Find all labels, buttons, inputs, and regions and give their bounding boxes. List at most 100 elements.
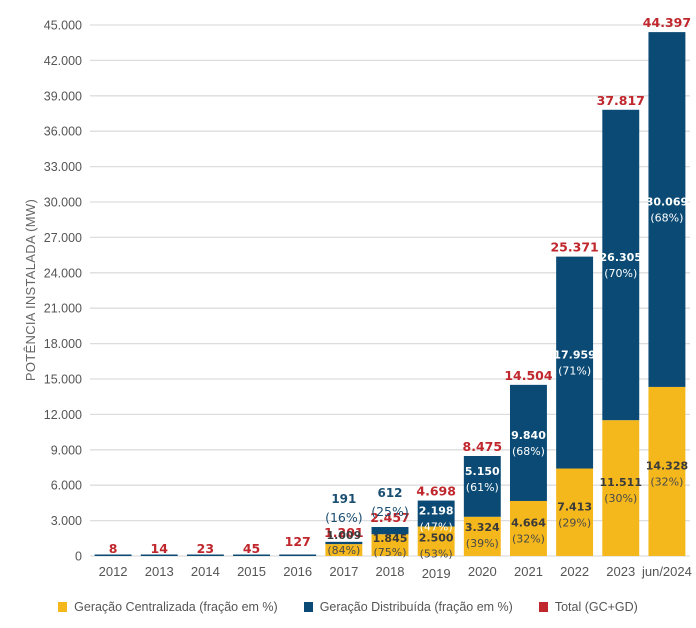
bar-segment-gd: [233, 554, 270, 556]
gd-pct-label: (68%): [650, 212, 683, 225]
total-label: 1.201: [324, 525, 364, 540]
gc-pct-label: (30%): [604, 492, 637, 505]
total-label: 37.817: [597, 93, 645, 108]
bar-segment-gc: [556, 468, 594, 556]
x-tick-label: jun/2024: [641, 564, 692, 579]
total-label: 45: [243, 541, 260, 556]
bar-segment-gd: [94, 554, 132, 556]
gd-pct-label: (70%): [604, 267, 637, 280]
y-tick-label: 33.000: [44, 160, 82, 174]
gd-value-label: 17.959: [553, 349, 595, 362]
bar-segment-gd: [602, 109, 640, 421]
total-label: 14.504: [504, 368, 553, 383]
bar-segment-gd: [371, 527, 409, 535]
y-tick-label: 21.000: [44, 302, 82, 316]
gd-value-label: 26.305: [600, 251, 642, 264]
gd-pct-label: (25%): [371, 504, 409, 519]
bar-segment-gd: [556, 256, 594, 469]
gc-value-label: 1.009: [326, 529, 361, 542]
y-tick-label: 24.000: [44, 266, 82, 280]
bar-segment-gd: [325, 541, 363, 545]
x-tick-label: 2023: [606, 564, 635, 579]
x-axis-ticks: 2012 2013 2014 2015 2016 2017 2018 2019 2020 2021…: [99, 564, 692, 581]
bar-segment-gc: [510, 500, 547, 556]
bar-segment-gd: [279, 554, 317, 556]
x-tick-label: 2022: [560, 564, 589, 579]
y-axis-ticks: 0 3.000 6.000 9.000 12.000 15.000 18.000 21.000…: [44, 19, 82, 564]
gc-pct-label: (53%): [420, 548, 453, 561]
total-label: 8: [109, 541, 118, 556]
legend-item-gd: Geração Distribuída (fração em %): [303, 600, 513, 614]
legend-label-gc: Geração Centralizada (fração em %): [74, 600, 278, 614]
legend-swatch-gd: [303, 602, 313, 612]
x-tick-label: 2020: [468, 564, 497, 579]
gc-value-label: 11.511: [600, 476, 642, 489]
y-tick-label: 18.000: [44, 337, 82, 351]
legend-item-total: Total (GC+GD): [538, 600, 638, 614]
legend: Geração Centralizada (fração em %) Geraç…: [0, 600, 696, 614]
bar-segment-gd: [186, 554, 224, 556]
x-tick-label: 2021: [514, 564, 543, 579]
bar-segment-gd: [648, 32, 686, 387]
bar-segment-gc: [371, 534, 409, 556]
y-tick-label: 30.000: [44, 196, 82, 210]
gd-value-label: 612: [377, 486, 402, 500]
bar-segment-gd: [510, 384, 547, 501]
gridlines: [90, 24, 690, 557]
gc-value-label: 3.324: [465, 521, 500, 534]
total-label: 25.371: [550, 240, 598, 255]
x-tick-label: 2017: [329, 564, 358, 579]
y-tick-label: 0: [75, 550, 82, 564]
gd-value-label: 30.069: [646, 196, 688, 209]
total-label: 127: [285, 534, 311, 549]
gc-value-label: 7.413: [557, 500, 592, 513]
gd-pct-label: (47%): [420, 521, 453, 534]
bars: [94, 32, 686, 556]
gd-pct-label: (16%): [325, 510, 363, 525]
stacked-bar-chart: 0 3.000 6.000 9.000 12.000 15.000 18.000 21.000…: [23, 15, 692, 581]
x-tick-label: 2016: [283, 564, 312, 579]
x-tick-label: 2014: [191, 564, 220, 579]
legend-item-gc: Geração Centralizada (fração em %): [58, 600, 278, 614]
y-tick-label: 6.000: [51, 479, 82, 493]
y-tick-label: 45.000: [44, 19, 82, 33]
gd-pct-label: (61%): [466, 481, 499, 494]
gc-pct-label: (32%): [512, 532, 545, 545]
gd-value-label: 2.198: [419, 505, 454, 518]
gc-value-label: 1.845: [373, 532, 408, 545]
x-tick-label: 2012: [99, 564, 128, 579]
legend-swatch-total: [538, 602, 548, 612]
y-tick-label: 42.000: [44, 54, 82, 68]
bar-segment-gc: [417, 526, 455, 556]
gd-value-label: 9.840: [511, 429, 546, 442]
gc-pct-label: (84%): [327, 544, 360, 557]
gc-pct-label: (75%): [373, 546, 406, 559]
gd-pct-label: (68%): [512, 445, 545, 458]
y-tick-label: 15.000: [44, 373, 82, 387]
x-tick-label: 2015: [237, 564, 266, 579]
gc-value-label: 4.664: [511, 516, 546, 529]
total-label: 14: [151, 541, 169, 556]
gd-value-label: 5.150: [465, 465, 500, 478]
gc-value-label: 2.500: [419, 532, 454, 545]
y-tick-label: 9.000: [51, 443, 82, 457]
gc-pct-label: (32%): [650, 475, 683, 488]
bar-segment-gd: [463, 456, 501, 517]
y-tick-label: 39.000: [44, 89, 82, 103]
gd-value-label: 191: [331, 492, 356, 506]
bar-segment-gc: [463, 516, 501, 556]
bar-labels: 8 14 23 45 127 1.201 191 (16%) 1.009 (84%) 2.457 61…: [109, 15, 691, 560]
gd-pct-label: (71%): [558, 365, 591, 378]
gc-pct-label: (39%): [466, 537, 499, 550]
y-tick-label: 27.000: [44, 231, 82, 245]
y-tick-label: 12.000: [44, 408, 82, 422]
x-tick-label: 2019: [422, 566, 451, 581]
bar-segment-gc: [602, 420, 640, 556]
total-label: 4.698: [416, 484, 456, 499]
total-label: 44.397: [643, 15, 691, 30]
gc-pct-label: (29%): [558, 516, 591, 529]
total-label: 8.475: [463, 439, 503, 454]
gc-value-label: 14.328: [646, 459, 688, 472]
bar-segment-gc: [325, 544, 363, 556]
legend-label-total: Total (GC+GD): [554, 600, 638, 614]
